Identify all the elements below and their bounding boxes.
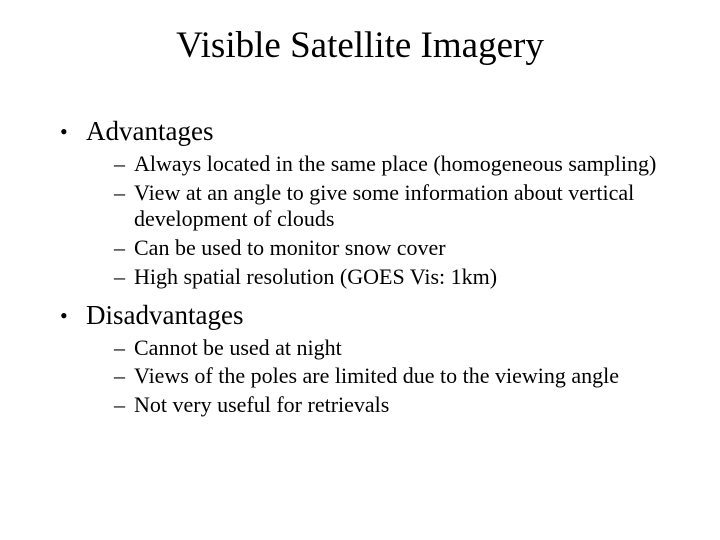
section-advantages: Advantages Always located in the same pl…: [60, 115, 660, 291]
section-disadvantages: Disadvantages Cannot be used at night Vi…: [60, 299, 660, 419]
list-item: Not very useful for retrievals: [114, 392, 660, 419]
section-heading: Advantages: [86, 116, 213, 146]
slide: Visible Satellite Imagery Advantages Alw…: [0, 0, 720, 540]
section-heading: Disadvantages: [86, 300, 243, 330]
list-item: Views of the poles are limited due to th…: [114, 363, 660, 390]
sub-list: Cannot be used at night Views of the pol…: [86, 335, 660, 419]
list-item: Can be used to monitor snow cover: [114, 235, 660, 262]
slide-body: Advantages Always located in the same pl…: [0, 75, 720, 419]
bullet-list: Advantages Always located in the same pl…: [60, 115, 660, 419]
list-item: High spatial resolution (GOES Vis: 1km): [114, 264, 660, 291]
list-item: View at an angle to give some informatio…: [114, 180, 660, 234]
slide-title: Visible Satellite Imagery: [0, 0, 720, 75]
list-item: Cannot be used at night: [114, 335, 660, 362]
list-item: Always located in the same place (homoge…: [114, 151, 660, 178]
sub-list: Always located in the same place (homoge…: [86, 151, 660, 291]
